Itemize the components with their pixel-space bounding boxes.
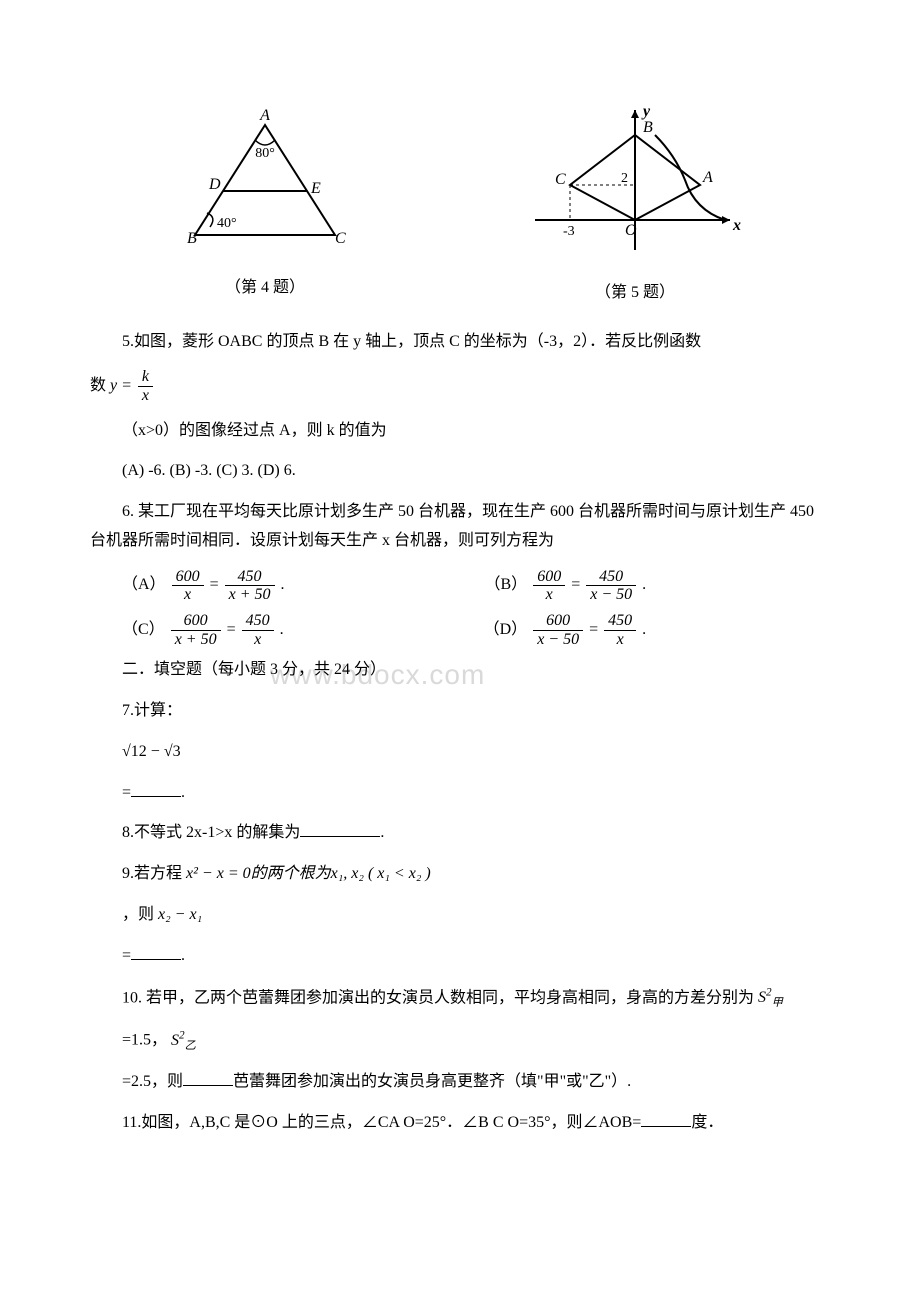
figure-4: A B C D E 80° 40° （第 4 题） bbox=[175, 105, 355, 303]
q6-row1: （A） 600x = 450x + 50 . （B） 600x = 450x −… bbox=[122, 568, 830, 604]
q7-answer: =. bbox=[90, 779, 830, 808]
q8-blank bbox=[300, 821, 380, 837]
triangle-diagram: A B C D E 80° 40° bbox=[175, 105, 355, 255]
q11: 11.如图，A,B,C 是⊙O 上的三点，∠CA O=25°．∠B C O=35… bbox=[90, 1109, 830, 1138]
q11-blank bbox=[641, 1111, 691, 1127]
q7-blank bbox=[131, 781, 181, 797]
q7-text: 7.计算： bbox=[90, 697, 830, 726]
q10-line1: 10. 若甲，乙两个芭蕾舞团参加演出的女演员人数相同，平均身高相同，身高的方差分… bbox=[90, 983, 830, 1014]
svg-text:80°: 80° bbox=[255, 146, 275, 161]
q5-text: 5.如图，菱形 OABC 的顶点 B 在 y 轴上，顶点 C 的坐标为（-3，2… bbox=[90, 328, 830, 357]
svg-text:B: B bbox=[643, 119, 653, 136]
svg-text:C: C bbox=[335, 230, 346, 247]
svg-text:E: E bbox=[310, 180, 321, 197]
svg-text:C: C bbox=[555, 171, 566, 188]
svg-text:A: A bbox=[259, 107, 270, 124]
q9-answer: =. bbox=[90, 942, 830, 971]
q6-opt-b: （B） 600x = 450x − 50 . bbox=[485, 568, 647, 604]
q9-line2: ，则 x₂ − x₁ bbox=[90, 901, 830, 930]
q6-opt-a: （A） 600x = 450x + 50 . bbox=[122, 568, 285, 604]
q5-options: (A) -6. (B) -3. (C) 3. (D) 6. bbox=[90, 457, 830, 486]
svg-text:y: y bbox=[641, 103, 651, 120]
section-2-title: 二．填空题（每小题 3 分，共 24 分） bbox=[90, 656, 830, 685]
q9-line1: 9.若方程 x² − x = 0的两个根为x₁, x₂ ( x₁ < x₂ ) bbox=[90, 860, 830, 889]
svg-text:2: 2 bbox=[621, 171, 628, 186]
figure-5-caption: （第 5 题） bbox=[525, 279, 745, 308]
figures-row: A B C D E 80° 40° （第 4 题） A B C O x y -3 bbox=[90, 100, 830, 308]
q6-text: 6. 某工厂现在平均每天比原计划多生产 50 台机器，现在生产 600 台机器所… bbox=[90, 498, 830, 556]
svg-text:-3: -3 bbox=[563, 224, 575, 239]
q9-blank bbox=[131, 944, 181, 960]
q5-formula-row: 数 y = k x bbox=[90, 368, 830, 404]
q5-text-2: （x>0）的图像经过点 A，则 k 的值为 bbox=[90, 417, 830, 446]
q8: 8.不等式 2x-1>x 的解集为. bbox=[90, 819, 830, 848]
svg-text:D: D bbox=[208, 176, 221, 193]
section-2-header: 二．填空题（每小题 3 分，共 24 分） www.bdocx.com bbox=[90, 656, 830, 685]
figure-5: A B C O x y -3 2 （第 5 题） bbox=[525, 100, 745, 308]
q10-line3: =2.5，则芭蕾舞团参加演出的女演员身高更整齐（填"甲"或"乙"）. bbox=[90, 1068, 830, 1097]
svg-text:A: A bbox=[702, 169, 713, 186]
svg-text:40°: 40° bbox=[217, 216, 237, 231]
q6-row2: （C） 600x + 50 = 450x . （D） 600x − 50 = 4… bbox=[122, 612, 830, 648]
rhombus-diagram: A B C O x y -3 2 bbox=[525, 100, 745, 260]
q6-opt-d: （D） 600x − 50 = 450x . bbox=[484, 612, 647, 648]
q10-blank bbox=[183, 1070, 233, 1086]
q7-expr: √12 − √3 bbox=[90, 738, 830, 767]
figure-4-caption: （第 4 题） bbox=[175, 274, 355, 303]
q10-line2: =1.5， S2乙 bbox=[90, 1025, 830, 1056]
svg-text:x: x bbox=[732, 217, 741, 234]
q6-opt-c: （C） 600x + 50 = 450x . bbox=[122, 612, 284, 648]
q5-text-1: 5.如图，菱形 OABC 的顶点 B 在 y 轴上，顶点 C 的坐标为（-3，2… bbox=[122, 333, 701, 350]
svg-text:B: B bbox=[187, 230, 197, 247]
svg-text:O: O bbox=[625, 222, 637, 239]
